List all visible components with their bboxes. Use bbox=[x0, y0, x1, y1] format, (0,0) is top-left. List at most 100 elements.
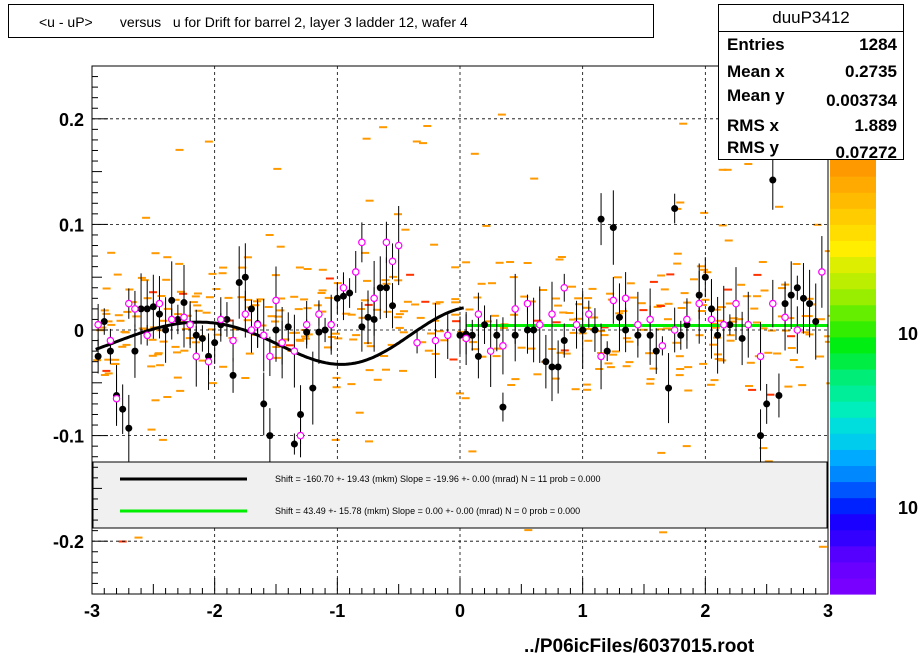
histogram-bin bbox=[191, 295, 200, 298]
data-point-filled bbox=[376, 284, 384, 292]
palette-cell bbox=[830, 577, 876, 595]
histogram-bin bbox=[276, 245, 285, 248]
histogram-bin bbox=[718, 168, 727, 171]
histogram-bin bbox=[118, 345, 127, 348]
data-point-open bbox=[535, 320, 544, 329]
palette-cell bbox=[830, 481, 876, 499]
histogram-bin bbox=[709, 343, 717, 346]
data-point-filled bbox=[241, 273, 249, 281]
data-point-open bbox=[94, 320, 102, 329]
histogram-bin bbox=[175, 148, 184, 151]
histogram-bin bbox=[419, 142, 427, 145]
histogram-bin bbox=[710, 379, 719, 382]
data-point-filled bbox=[456, 331, 464, 339]
data-point-filled bbox=[787, 291, 795, 299]
data-point-filled bbox=[119, 405, 127, 413]
histogram-bin bbox=[764, 351, 773, 354]
data-point-filled bbox=[198, 334, 206, 342]
histogram-bin bbox=[151, 399, 160, 402]
histogram-bin bbox=[600, 326, 609, 329]
data-point-filled bbox=[149, 303, 157, 311]
histogram-bin bbox=[718, 359, 727, 362]
histogram-bin bbox=[609, 353, 618, 356]
histogram-bin bbox=[232, 328, 241, 331]
histogram-bin bbox=[318, 289, 327, 292]
x-tick-label: -1 bbox=[329, 601, 345, 621]
histogram-bin bbox=[569, 318, 577, 321]
histogram-bin bbox=[218, 272, 227, 275]
histogram-bin bbox=[468, 450, 477, 453]
histogram-bin bbox=[706, 383, 715, 386]
data-point-filled bbox=[321, 326, 329, 334]
legend-text: Shift = -160.70 +- 19.43 (mkm) Slope = -… bbox=[275, 474, 601, 484]
stats-key: RMS x bbox=[727, 116, 779, 135]
histogram-bin bbox=[701, 298, 710, 301]
stats-name: duuP3412 bbox=[719, 5, 903, 32]
histogram-bin bbox=[622, 365, 631, 368]
data-point-open bbox=[266, 352, 274, 361]
histogram-bin bbox=[111, 363, 120, 365]
histogram-bin bbox=[157, 295, 166, 297]
data-point-filled bbox=[769, 176, 777, 184]
histogram-bin bbox=[432, 302, 441, 305]
histogram-bin bbox=[495, 261, 504, 264]
histogram-bin bbox=[584, 327, 593, 330]
palette-cell bbox=[830, 256, 876, 274]
histogram-bin bbox=[123, 310, 132, 313]
histogram-bin bbox=[676, 368, 685, 370]
histogram-bin bbox=[102, 287, 111, 290]
histogram-bin bbox=[517, 346, 526, 349]
data-point-filled bbox=[542, 358, 550, 366]
histogram-bin bbox=[600, 334, 609, 337]
data-point-open bbox=[388, 257, 397, 266]
histogram-bin bbox=[116, 319, 125, 322]
histogram-bin bbox=[824, 340, 833, 343]
data-point-filled bbox=[799, 294, 807, 302]
palette-cell bbox=[830, 160, 876, 177]
histogram-bin bbox=[781, 329, 790, 332]
histogram-bin bbox=[120, 330, 129, 333]
histogram-bin bbox=[366, 345, 375, 348]
histogram-bin bbox=[301, 335, 309, 338]
histogram-bin bbox=[676, 201, 685, 204]
histogram-bin bbox=[759, 447, 768, 450]
data-point-filled bbox=[143, 305, 151, 313]
histogram-bin bbox=[373, 378, 382, 381]
histogram-bin bbox=[724, 239, 733, 242]
stats-key: Entries bbox=[727, 35, 785, 54]
histogram-bin bbox=[784, 385, 793, 388]
histogram-bin bbox=[606, 366, 615, 369]
histogram-bin bbox=[583, 388, 591, 391]
histogram-bin bbox=[574, 317, 583, 320]
histogram-bin bbox=[365, 440, 373, 443]
histogram-bin bbox=[355, 411, 364, 414]
data-point-open bbox=[609, 296, 618, 305]
histogram-bin bbox=[527, 300, 536, 303]
histogram-bin bbox=[698, 304, 707, 306]
histogram-bin bbox=[582, 306, 591, 309]
histogram-bin bbox=[435, 301, 444, 304]
histogram-bin bbox=[673, 252, 682, 255]
histogram-bin bbox=[281, 338, 290, 341]
stats-value: 1.889 bbox=[854, 116, 897, 135]
stats-key: Mean x bbox=[727, 62, 785, 81]
histogram-bin bbox=[690, 278, 698, 281]
histogram-bin bbox=[334, 337, 343, 340]
palette-cell bbox=[830, 513, 876, 531]
histogram-bin bbox=[138, 327, 147, 330]
palette-cell bbox=[830, 336, 876, 354]
histogram-bin bbox=[256, 298, 265, 301]
histogram-bin bbox=[682, 445, 691, 448]
data-point-open bbox=[241, 310, 250, 318]
histogram-bin bbox=[649, 280, 658, 283]
histogram-bin bbox=[207, 328, 216, 331]
histogram-bin bbox=[556, 351, 565, 354]
histogram-bin bbox=[208, 382, 217, 385]
x-tick-label: 0 bbox=[455, 601, 465, 621]
histogram-bin bbox=[482, 224, 491, 227]
histogram-bin bbox=[379, 126, 388, 129]
data-point-filled bbox=[131, 347, 139, 355]
histogram-bin bbox=[301, 337, 310, 340]
histogram-bin bbox=[362, 137, 371, 140]
histogram-bin bbox=[440, 339, 449, 342]
